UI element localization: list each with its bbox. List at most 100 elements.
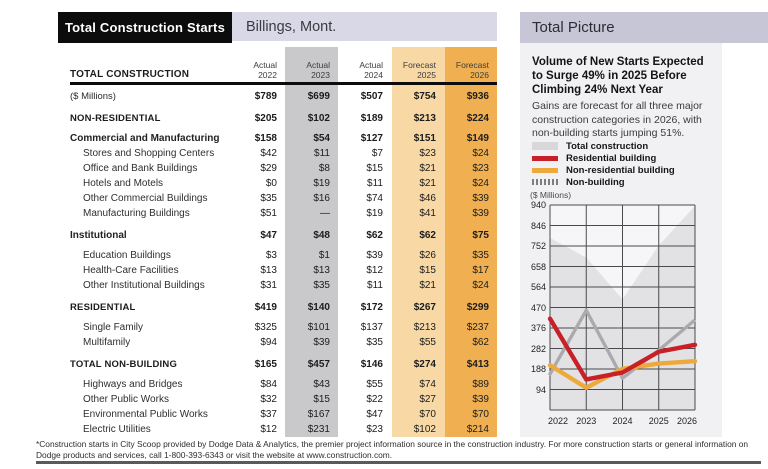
row-value: $274 [413,359,436,370]
row-value: $214 [466,424,489,435]
row-value: $35 [472,250,489,261]
row-value: $62 [419,230,436,241]
column-header-type: Actual [253,59,277,70]
row-value: $149 [466,133,489,144]
chart-legend: Total construction Residential building No… [532,141,675,190]
row-value: $23 [419,148,436,159]
row-label: NON-RESIDENTIAL [70,113,161,124]
row-value: $1 [318,250,330,261]
row-value: $231 [307,424,330,435]
table-row: Commercial and Manufacturing $158 $54 $127 $… [70,131,497,146]
construction-table: TOTAL CONSTRUCTION Actual 2022 Actual 2023 A… [70,47,497,437]
y-axis-tick: 658 [530,261,546,272]
row-value: $39 [472,394,489,405]
row-value: $94 [260,337,277,348]
row-value: $32 [260,394,277,405]
x-axis-tick: 2024 [612,416,633,426]
row-value: $23 [472,163,489,174]
location-bar: Billings, Mont. [232,12,497,41]
row-value: $8 [318,163,330,174]
column-header-type: Forecast [402,59,436,70]
bottom-rule [36,461,761,464]
row-value: $457 [307,359,330,370]
row-value: $237 [466,322,489,333]
table-row: Environmental Public Works $37 $167 $47 $70 $… [70,407,497,422]
row-label: Other Institutional Buildings [83,280,205,291]
row-value: $11 [367,280,383,291]
table-row: Health-Care Facilities $13 $13 $12 $15 $17 [70,263,497,278]
section-label: TOTAL CONSTRUCTION [70,69,190,80]
row-value: — [320,208,330,219]
table-row: Single Family $325 $101 $137 $213 $237 [70,320,497,335]
headline-line: to Surge 49% in 2025 Before [532,70,687,82]
column-header: Actual 2024 [338,60,391,80]
row-value: $13 [313,265,330,276]
y-axis-tick: 940 [530,200,546,210]
non-building-swatch [532,179,558,185]
y-axis-tick: 752 [530,241,546,251]
column-header-year: 2026 [470,69,489,80]
column-header-type: Actual [359,59,383,70]
row-value: $17 [472,265,489,276]
column-header-year: 2022 [258,69,277,80]
row-value: $21 [419,163,436,174]
row-value: $15 [366,163,383,174]
row-value: $21 [419,280,436,291]
row-label: Single Family [83,322,144,333]
row-value: $39 [472,193,489,204]
row-value: $39 [366,250,383,261]
y-axis-tick: 282 [530,343,546,354]
row-label: Manufacturing Buildings [83,208,190,219]
y-axis-tick: 188 [530,364,546,374]
column-header-type: Forecast [455,59,489,70]
row-value: $507 [360,91,383,102]
row-label: Health-Care Facilities [83,265,179,276]
row-value: $789 [254,91,277,102]
row-value: $24 [472,280,489,291]
row-label: Office and Bank Buildings [83,163,198,174]
residential-swatch [532,155,558,161]
row-value: $19 [366,208,383,219]
row-value: $24 [472,178,489,189]
row-value: $37 [260,409,277,420]
row-value: $84 [260,379,277,390]
row-value: $213 [413,113,436,124]
table-row: Highways and Bridges $84 $43 $55 $74 $89 [70,377,497,392]
table-row: Education Buildings $3 $1 $39 $26 $35 [70,248,497,263]
row-value: $19 [313,178,330,189]
row-value: $13 [260,265,277,276]
row-value: $3 [265,250,277,261]
row-label: Environmental Public Works [83,409,208,420]
row-value: $41 [419,208,436,219]
x-axis-tick: 2022 [547,416,569,426]
row-value: $47 [366,409,383,420]
table-row: RESIDENTIAL $419 $140 $172 $267 $299 [70,300,497,315]
row-value: $39 [472,208,489,219]
x-axis-tick: 2023 [576,416,597,426]
masthead-title-box: Total Construction Starts [58,12,232,43]
row-value: $24 [472,148,489,159]
column-header-year: 2023 [311,69,330,80]
column-band-2023 [285,47,338,437]
row-label: Other Public Works [83,394,169,405]
row-value: $55 [419,337,436,348]
row-value: $299 [466,302,489,313]
row-value: $35 [313,280,330,291]
row-value: $15 [419,265,436,276]
row-value: $43 [313,379,330,390]
chart-unit-label: ($ Millions) [530,190,572,200]
row-label: Education Buildings [83,250,171,261]
row-value: $205 [254,113,277,124]
row-label: Hotels and Motels [83,178,164,189]
panel-title-bar: Total Picture [520,12,768,43]
row-label: Electric Utilities [83,424,151,435]
row-value: $35 [260,193,277,204]
footnote: *Construction starts in City Scoop provi… [36,439,748,461]
row-value: $16 [313,193,330,204]
y-axis-tick: 94 [535,384,546,395]
legend-item: Residential building [532,153,675,164]
masthead-title: Total Construction Starts [64,20,226,35]
column-header: Actual 2023 [285,60,338,80]
row-value: $213 [413,322,436,333]
